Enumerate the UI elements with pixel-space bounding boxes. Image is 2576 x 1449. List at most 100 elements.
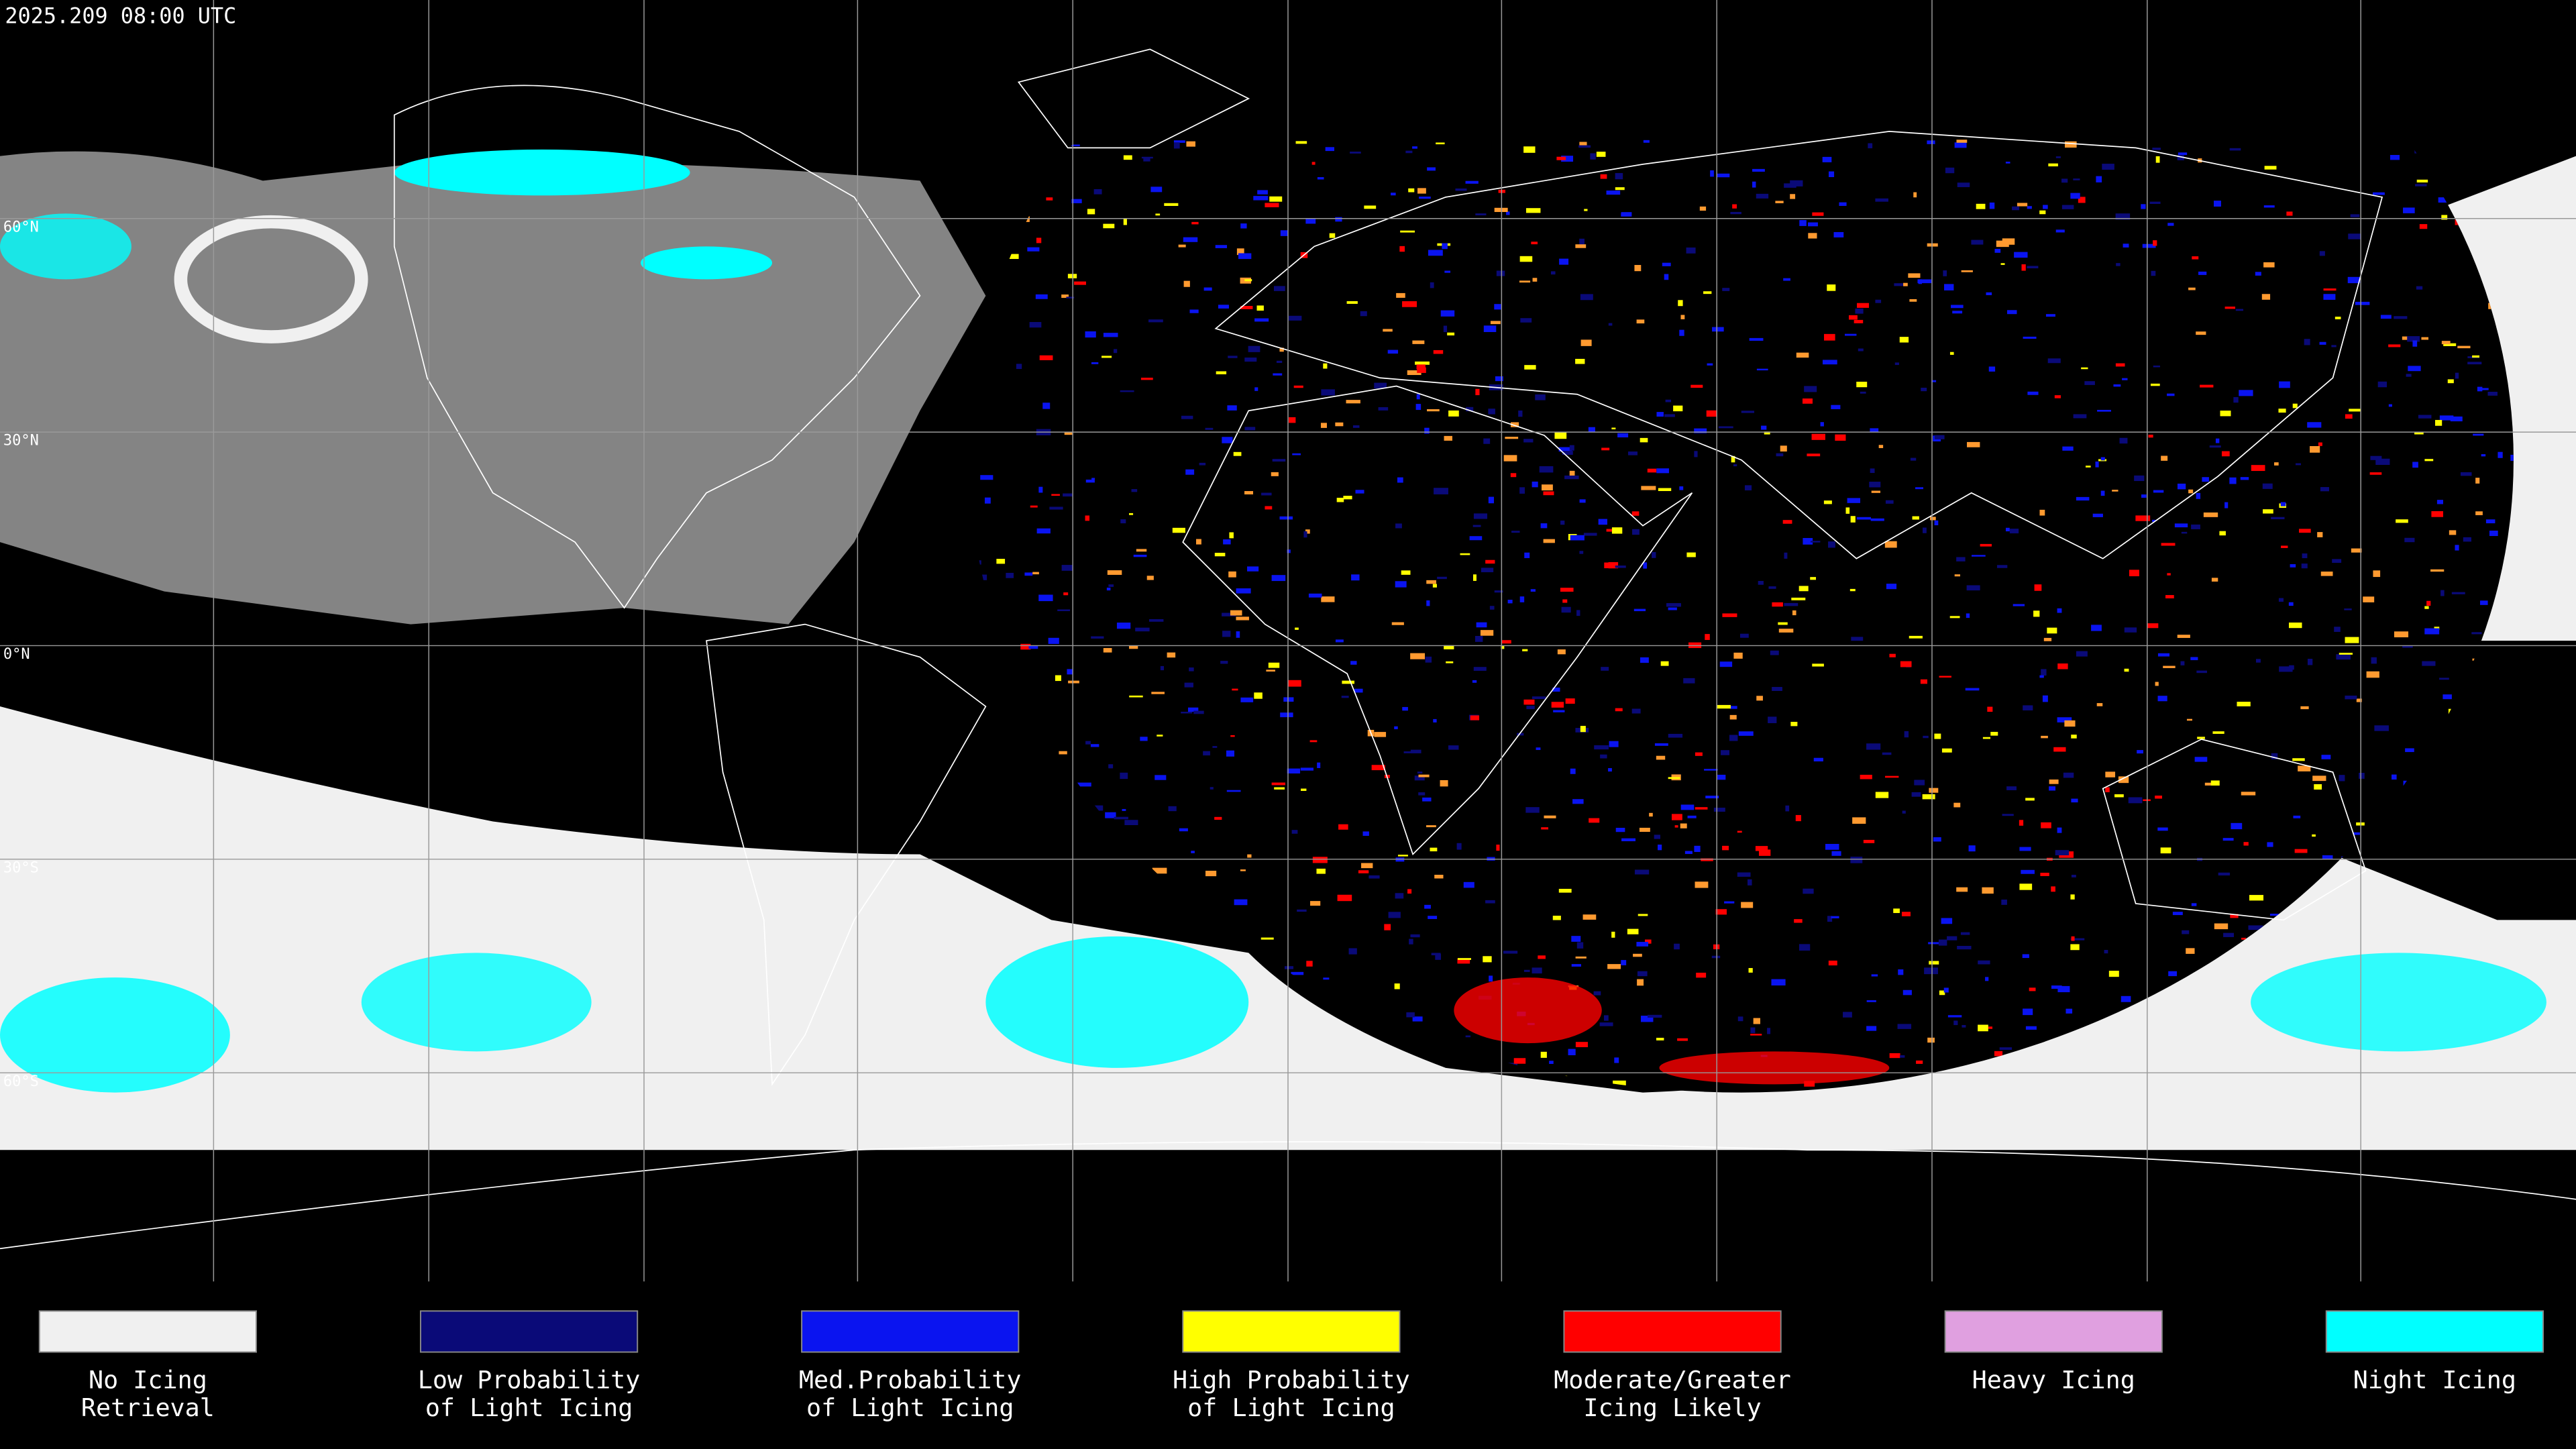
- icing-speckle: [1279, 516, 1293, 520]
- icing-speckle: [2009, 529, 2019, 534]
- icing-speckle: [2039, 210, 2046, 215]
- icing-speckle: [2472, 355, 2480, 358]
- icing-speckle: [1289, 417, 1296, 423]
- icing-speckle: [1656, 1037, 1664, 1040]
- icing-speckle: [2402, 645, 2413, 648]
- icing-speckle: [1633, 608, 1646, 612]
- icing-speckle: [1569, 445, 1574, 451]
- icing-speckle: [1475, 213, 1487, 216]
- icing-speckle: [1885, 500, 1894, 504]
- icing-speckle: [2141, 204, 2146, 209]
- icing-speckle: [1825, 844, 1839, 850]
- legend-label: Icing Likely: [1583, 1393, 1761, 1422]
- icing-speckle: [1738, 731, 1754, 736]
- icing-speckle: [2321, 755, 2331, 759]
- icing-speckle: [1183, 237, 1198, 242]
- icing-speckle: [2235, 309, 2244, 311]
- icing-speckle: [2439, 678, 2449, 680]
- icing-speckle: [2006, 786, 2017, 790]
- icing-speckle: [1490, 321, 1501, 325]
- icing-speckle: [1636, 942, 1649, 947]
- icing-speckle: [2053, 747, 2066, 752]
- icing-speckle: [1186, 141, 1195, 147]
- icing-speckle: [1178, 244, 1186, 248]
- icing-speckle: [1852, 817, 1866, 824]
- icing-speckle: [2332, 559, 2342, 564]
- icing-speckle: [1538, 955, 1546, 959]
- icing-speckle: [2047, 358, 2061, 364]
- icing-speckle: [1772, 602, 1783, 607]
- icing-speckle: [1576, 610, 1580, 616]
- icing-speckle: [2363, 596, 2375, 602]
- icing-speckle: [1090, 805, 1104, 811]
- icing-speckle: [996, 559, 1006, 564]
- icing-speckle: [980, 475, 994, 480]
- icing-speckle: [1833, 231, 1844, 237]
- icing-speckle: [1949, 616, 1960, 619]
- icing-speckle: [1579, 142, 1587, 148]
- icing-speckle: [1668, 733, 1683, 738]
- icing-speckle: [2174, 523, 2188, 528]
- icing-speckle: [1483, 438, 1491, 444]
- icing-speckle: [1120, 772, 1128, 780]
- icing-speckle: [1114, 816, 1128, 820]
- timestamp: 2025.209 08:00 UTC: [5, 3, 236, 28]
- icing-speckle: [1901, 912, 1911, 916]
- icing-speckle: [1184, 682, 1193, 688]
- icing-speckle: [2510, 454, 2514, 462]
- icing-speckle: [1261, 492, 1272, 496]
- icing-speckle: [2064, 141, 2077, 148]
- icing-speckle: [1951, 305, 1964, 309]
- icing-speckle: [1463, 881, 1474, 888]
- icing-speckle: [1947, 1015, 1962, 1018]
- icing-speckle: [1985, 977, 1989, 981]
- icing-speckle: [2299, 529, 2311, 533]
- icing-speckle: [2223, 932, 2234, 937]
- icing-speckle: [2269, 914, 2282, 916]
- icing-speckle: [1399, 246, 1405, 252]
- icing-speckle: [2155, 156, 2160, 163]
- icing-speckle: [1131, 489, 1138, 492]
- icing-speckle: [1036, 528, 1051, 534]
- icing-speckle: [1913, 192, 1917, 198]
- icing-speckle: [2371, 657, 2377, 664]
- icing-speckle: [1640, 437, 1648, 443]
- icing-speckle: [2160, 847, 2171, 854]
- icing-speckle: [1476, 622, 1487, 628]
- icing-speckle: [2278, 409, 2286, 413]
- icing-speckle: [1287, 768, 1301, 774]
- icing-speckle: [1889, 653, 1896, 657]
- icing-speckle: [1480, 630, 1494, 636]
- icing-speckle: [1046, 197, 1053, 201]
- icing-speckle: [2288, 623, 2302, 629]
- icing-speckle: [2115, 363, 2125, 367]
- icing-speckle: [1553, 710, 1565, 712]
- icing-speckle: [2239, 390, 2253, 396]
- legend-swatch: [2325, 1310, 2544, 1353]
- icing-speckle: [2320, 487, 2329, 492]
- icing-speckle: [1523, 699, 1535, 705]
- icing-speckle: [2148, 434, 2153, 438]
- icing-speckle: [1222, 631, 1231, 637]
- icing-speckle: [1284, 966, 1294, 969]
- icing-speckle: [1617, 433, 1629, 438]
- icing-speckle: [1822, 156, 1832, 162]
- icing-speckle: [1900, 1055, 1905, 1058]
- icing-speckle: [1430, 847, 1438, 852]
- icing-speckle: [1638, 914, 1648, 916]
- icing-speckle: [1999, 1047, 2012, 1050]
- icing-speckle: [1077, 782, 1091, 787]
- icing-speckle: [1495, 376, 1503, 382]
- icing-speckle: [1808, 222, 1818, 227]
- icing-speckle: [2377, 381, 2387, 388]
- icing-speckle: [1074, 281, 1086, 285]
- icing-speckle: [1424, 904, 1431, 909]
- icing-speckle: [1543, 491, 1554, 496]
- icing-speckle: [2455, 372, 2459, 379]
- icing-speckle: [1914, 780, 1925, 786]
- icing-speckle: [2262, 483, 2273, 489]
- icing-speckle: [1615, 172, 1623, 180]
- australia: [2102, 739, 2367, 921]
- icing-speckle: [1784, 552, 1788, 559]
- icing-speckle: [2390, 155, 2400, 160]
